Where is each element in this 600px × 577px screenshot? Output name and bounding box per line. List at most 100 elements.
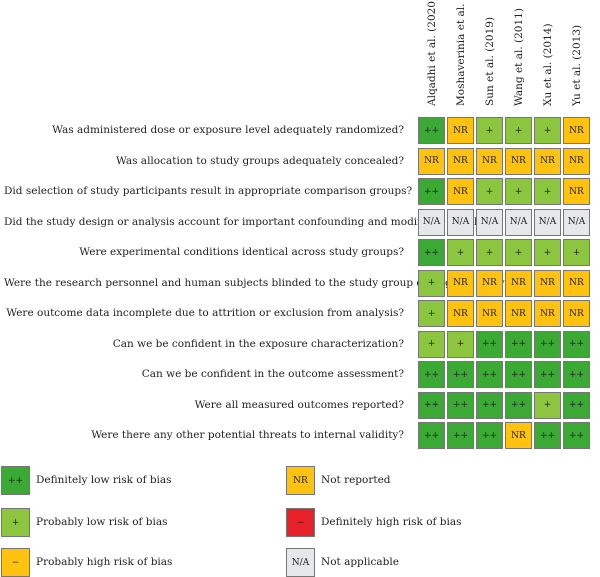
rating-cell: ++ [563,330,590,358]
rating-cell: ++ [476,330,503,358]
legend-swatch: NR [286,466,315,495]
rating-cell: N/A [563,208,590,236]
rating-cell: NR [447,178,474,205]
rating-cell: ++ [476,361,503,388]
study-header-label: Alqadhi et al. (2020) [425,0,438,106]
rating-cell: NR [505,300,532,327]
rating-cell: NR [563,269,590,297]
rating-cell: ++ [418,178,445,205]
study-header: Moshaverinia et al. (2014) [446,0,475,112]
rating-cell: NR [563,178,590,205]
legend-label: Probably low risk of bias [36,516,168,528]
rating-cell: NR [447,269,474,297]
legend-swatch: N/A [286,548,315,577]
legend-label: Definitely low risk of bias [36,474,172,486]
study-header: Sun et al. (2019) [475,0,504,112]
question-label: Were experimental conditions identical a… [79,246,404,258]
rating-cell: ++ [505,330,532,358]
rating-cell: ++ [476,391,503,419]
rating-cell: + [534,178,561,205]
rating-cell: NR [563,117,590,144]
rating-cell: + [505,117,532,144]
rating-cell: NR [505,269,532,297]
rating-cell: + [563,239,590,266]
study-header-label: Xu et al. (2014) [541,23,554,106]
rating-cell: ++ [418,117,445,144]
study-header-label: Yu et al. (2013) [570,24,583,106]
rating-cell: NR [563,147,590,175]
rating-cell: NR [476,147,503,175]
rating-cell: ++ [505,361,532,388]
rating-cell: ++ [447,361,474,388]
study-header: Xu et al. (2014) [533,0,562,112]
rating-cell: N/A [447,208,474,236]
rating-cell: N/A [418,208,445,236]
rating-cell: ++ [563,391,590,419]
rating-cell: N/A [534,208,561,236]
question-label: Were the research personnel and human su… [4,276,511,289]
rating-cell: ++ [476,422,503,449]
rating-cell: + [476,239,503,266]
rating-cell: NR [505,147,532,175]
rating-cell: NR [447,147,474,175]
question-label: Can we be confident in the outcome asses… [141,368,404,380]
rating-cell: ++ [418,422,445,449]
legend-label: Probably high risk of bias [36,556,173,568]
rating-cell: NR [476,269,503,297]
study-header-label: Moshaverinia et al. (2014) [454,0,467,106]
rating-cell: + [447,239,474,266]
rating-cell: + [534,117,561,144]
question-label: Was administered dose or exposure level … [52,124,404,136]
legend-swatch: ++ [1,466,30,495]
question-label: Did selection of study participants resu… [4,185,413,197]
rating-cell: ++ [418,239,445,266]
legend-label: Not reported [321,474,391,486]
study-header-label: Wang et al. (2011) [512,8,525,106]
rating-cell: ++ [505,391,532,419]
rating-cell: ++ [563,422,590,449]
rating-cell: ++ [418,361,445,388]
rating-cell: NR [505,422,532,449]
rating-cell: NR [563,300,590,327]
rating-cell: + [447,330,474,358]
rating-cell: NR [534,269,561,297]
rating-cell: + [476,117,503,144]
rating-cell: NR [447,117,474,144]
rating-cell: NR [534,300,561,327]
question-label: Were there any other potential threats t… [91,429,404,441]
rating-cell: ++ [447,391,474,419]
legend-swatch: − [286,508,315,537]
legend-label: Definitely high risk of bias [321,516,462,528]
rating-cell: NR [476,300,503,327]
rating-cell: ++ [563,361,590,388]
question-label: Can we be confident in the exposure char… [112,337,404,350]
legend-swatch: − [1,548,30,577]
question-label: Was allocation to study groups adequatel… [115,154,404,167]
rating-cell: + [476,178,503,205]
rating-cell: ++ [418,391,445,419]
rating-cell: + [418,330,445,358]
rating-cell: NR [534,147,561,175]
study-header: Wang et al. (2011) [504,0,533,112]
rating-cell: ++ [534,361,561,388]
question-label: Were outcome data incomplete due to attr… [6,307,404,319]
rating-cell: + [505,178,532,205]
legend-label: Not applicable [321,556,399,568]
rating-cell: ++ [447,422,474,449]
rating-cell: NR [418,147,445,175]
question-label: Were all measured outcomes reported? [194,398,404,411]
rating-cell: + [418,300,445,327]
rating-cell: ++ [534,422,561,449]
study-header-label: Sun et al. (2019) [483,16,496,106]
rating-cell: N/A [505,208,532,236]
rating-cell: + [418,269,445,297]
legend-swatch: + [1,508,30,537]
rating-cell: + [534,391,561,419]
rating-cell: ++ [534,330,561,358]
question-label: Did the study design or analysis account… [4,215,502,228]
rating-cell: N/A [476,208,503,236]
rating-cell: + [534,239,561,266]
study-header: Yu et al. (2013) [562,0,591,112]
study-header: Alqadhi et al. (2020) [417,0,446,112]
